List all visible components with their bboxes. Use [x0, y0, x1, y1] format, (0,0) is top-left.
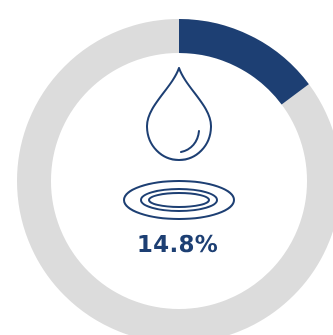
donut-slice-value	[178, 19, 309, 105]
donut-marks	[178, 19, 309, 105]
puddle-icon	[123, 180, 235, 220]
water-drop-icon	[146, 67, 212, 161]
percentage-value-label: 14.8%	[136, 232, 219, 258]
